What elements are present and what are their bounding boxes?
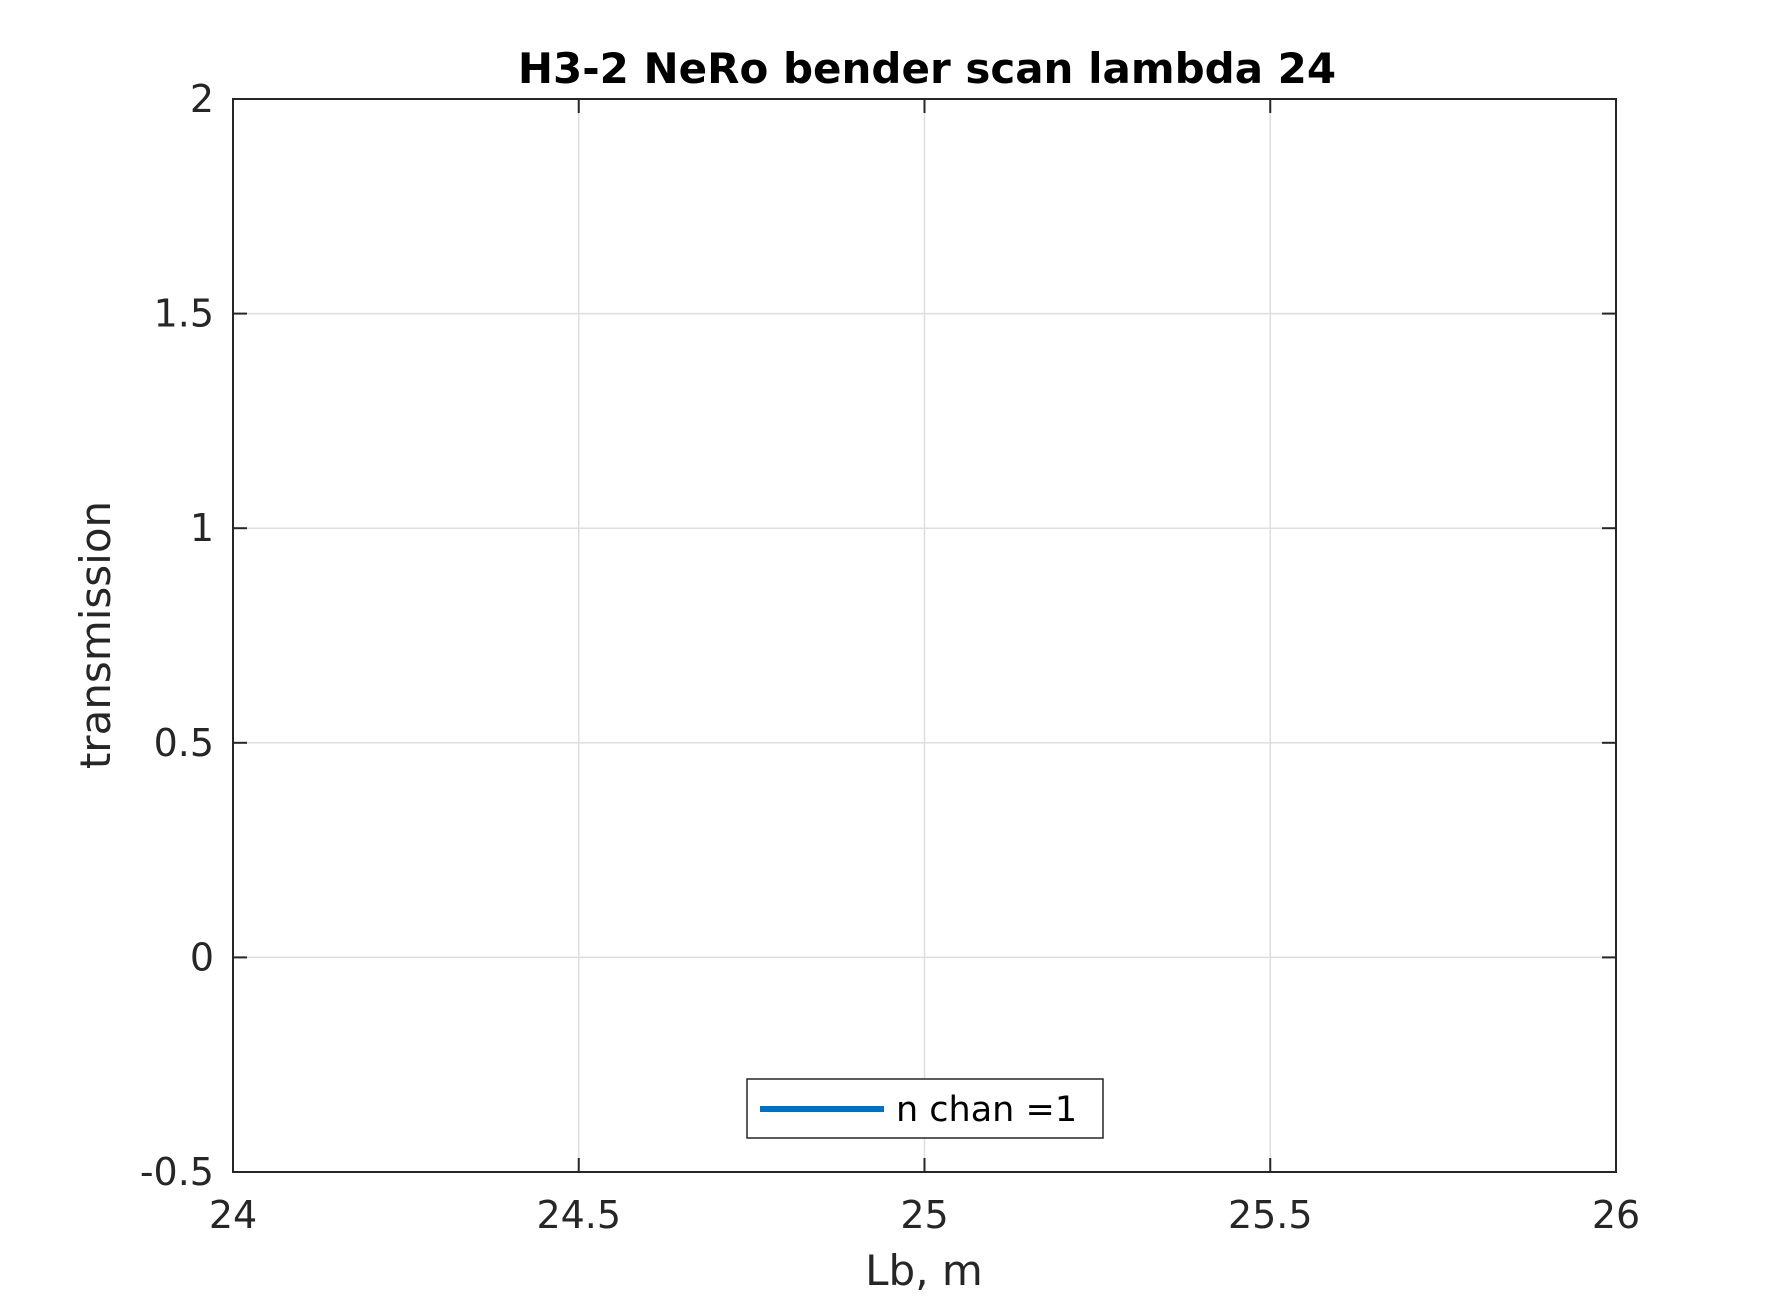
y-tick-label: 2	[190, 77, 214, 121]
x-tick-label: 24	[209, 1193, 257, 1237]
y-axis-label: transmission	[71, 501, 120, 769]
y-tick-label: 1.5	[154, 292, 214, 336]
legend: n chan =1	[746, 1078, 1104, 1139]
y-tick-label: 0	[190, 935, 214, 979]
y-axis-tick-labels: -0.5 0 0.5 1 1.5 2	[140, 77, 214, 1194]
y-tick-label: 1	[190, 506, 214, 550]
legend-series-label: n chan =1	[896, 1090, 1077, 1130]
grid-lines	[233, 99, 1616, 1172]
x-tick-label: 25	[900, 1193, 948, 1237]
x-axis-tick-labels: 24 24.5 25 25.5 26	[209, 1193, 1640, 1237]
x-tick-label: 26	[1592, 1193, 1640, 1237]
x-tick-label: 24.5	[536, 1193, 621, 1237]
axis-ticks	[232, 98, 1617, 1173]
y-tick-label: 0.5	[154, 721, 214, 765]
chart-title: H3-2 NeRo bender scan lambda 24	[518, 44, 1336, 93]
x-tick-label: 25.5	[1228, 1193, 1313, 1237]
y-tick-label: -0.5	[140, 1150, 214, 1194]
x-axis-label: Lb, m	[865, 1246, 983, 1295]
